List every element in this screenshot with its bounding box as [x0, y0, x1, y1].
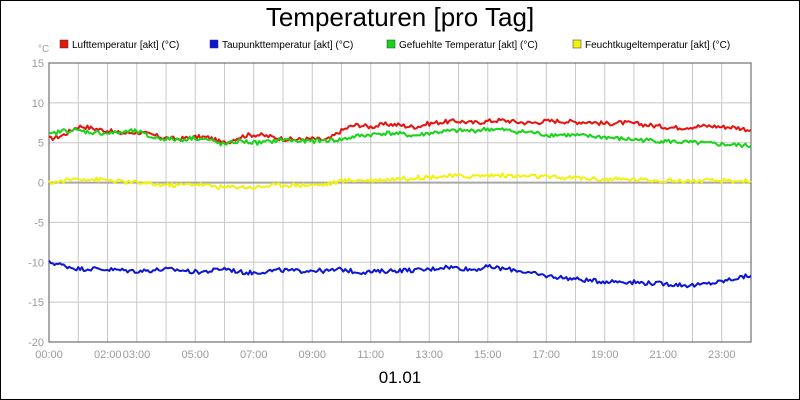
chart-title: Temperaturen [pro Tag]: [265, 2, 535, 32]
legend-item: Lufttemperatur [akt] (°C): [59, 39, 179, 51]
legend-label: Gefuehlte Temperatur [akt] (°C): [399, 40, 538, 51]
x-tick-label: 03:00: [123, 349, 151, 361]
x-axis-label: 01.01: [378, 368, 422, 387]
y-tick-label: -20: [28, 337, 44, 349]
series-lines: [48, 117, 752, 289]
series-line: [48, 117, 752, 146]
x-tick-label: 09:00: [298, 349, 326, 361]
y-tick-label: 15: [32, 58, 44, 70]
legend-label: Taupunkttemperatur [akt] (°C): [222, 40, 353, 51]
x-tick-label: 15:00: [474, 349, 502, 361]
legend: Lufttemperatur [akt] (°C) Taupunkttempera…: [59, 39, 730, 51]
legend-label: Lufttemperatur [akt] (°C): [72, 40, 179, 51]
x-tick-label: 00:00: [35, 349, 63, 361]
series-line: [48, 259, 752, 289]
y-tick-label: 5: [38, 138, 44, 150]
x-tick-label: 05:00: [181, 349, 209, 361]
x-tick-label: 19:00: [591, 349, 619, 361]
y-axis-unit: °C: [38, 44, 49, 55]
x-tick-label: 17:00: [532, 349, 560, 361]
series-line: [48, 172, 752, 190]
axes: -20 -15 -10 -5 0 5 10 15 °C 00:00 02:00 03:00 05:00 0…: [28, 44, 735, 361]
series-line: [48, 126, 752, 149]
legend-swatch: [386, 39, 396, 49]
x-tick-label: 07:00: [240, 349, 268, 361]
x-tick-label: 02:00: [94, 349, 122, 361]
x-tick-label: 13:00: [415, 349, 443, 361]
legend-item: Taupunkttemperatur [akt] (°C): [209, 39, 353, 51]
legend-item: Feuchtkugeltemperatur [akt] (°C): [572, 39, 730, 51]
y-tick-label: 0: [38, 178, 44, 190]
legend-swatch: [209, 39, 219, 49]
legend-label: Feuchtkugeltemperatur [akt] (°C): [585, 40, 730, 51]
y-tick-label: -5: [34, 217, 44, 229]
x-tick-label: 23:00: [708, 349, 736, 361]
x-tick-label: 11:00: [357, 349, 384, 361]
legend-swatch: [572, 39, 582, 49]
legend-item: Gefuehlte Temperatur [akt] (°C): [386, 39, 538, 51]
legend-swatch: [59, 39, 69, 49]
plot-area: [48, 62, 752, 343]
y-tick-label: -10: [28, 257, 44, 269]
y-tick-label: 10: [32, 98, 44, 110]
grid: [48, 62, 752, 343]
y-tick-label: -15: [28, 297, 44, 309]
x-tick-label: 21:00: [649, 349, 677, 361]
